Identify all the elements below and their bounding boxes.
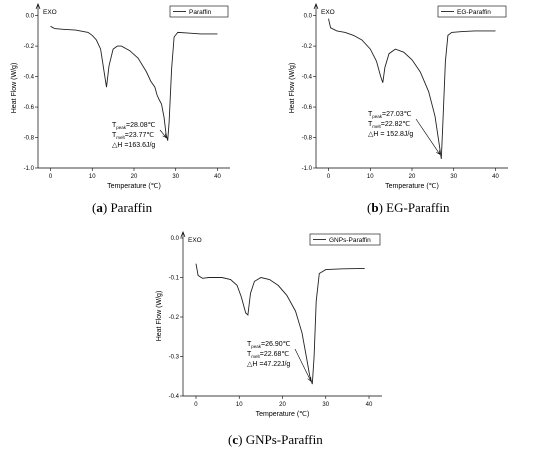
y-tick-label: -0.3 xyxy=(169,354,180,360)
x-tick-label: 0 xyxy=(327,174,331,180)
arrowhead-icon xyxy=(307,377,312,382)
enthalpy-label: △H = 152.8J/g xyxy=(368,131,413,138)
y-tick-label: -0.2 xyxy=(24,44,35,50)
x-tick-label: 40 xyxy=(214,174,221,180)
y-tick-label: -0.8 xyxy=(24,136,35,142)
exo-label: EXO xyxy=(188,237,202,244)
enthalpy-label: △H =163.6J/g xyxy=(112,142,155,149)
x-tick-label: 10 xyxy=(236,402,243,408)
x-tick-label: 20 xyxy=(279,402,286,408)
annotation-arrow xyxy=(415,118,441,155)
y-axis-label: Heat Flow (W/g) xyxy=(289,63,296,114)
legend-box xyxy=(309,233,381,246)
y-tick-label: -0.6 xyxy=(302,105,313,111)
caption-letter: a xyxy=(96,200,103,215)
legend-box xyxy=(169,5,229,18)
annotation-arrow xyxy=(159,129,167,138)
y-tick-label: -0.6 xyxy=(24,105,35,111)
y-tick-label: 0.0 xyxy=(304,14,313,20)
annotation-arrow xyxy=(294,348,312,382)
legend-entry: EG-Paraffin xyxy=(457,9,491,16)
legend-box xyxy=(437,5,507,18)
series-line xyxy=(50,25,218,141)
caption-c: (c) GNPs-Paraffin xyxy=(228,432,323,447)
melt-temperature-label: Tmelt=22.68℃ xyxy=(247,351,289,359)
y-tick-label: -1.0 xyxy=(24,166,35,172)
arrowhead-icon xyxy=(436,150,441,155)
exo-label: EXO xyxy=(321,9,335,16)
x-tick-label: 0 xyxy=(49,174,53,180)
x-tick-label: 40 xyxy=(366,402,373,408)
y-tick-label: -0.4 xyxy=(302,75,313,81)
y-tick-label: -0.4 xyxy=(24,75,35,81)
exo-arrow-icon xyxy=(180,231,186,238)
x-tick-label: 30 xyxy=(172,174,179,180)
y-axis-label: Heat Flow (W/g) xyxy=(156,291,163,342)
y-tick-label: -0.1 xyxy=(169,275,180,281)
y-tick-label: -0.2 xyxy=(302,44,313,50)
exo-label: EXO xyxy=(43,9,57,16)
caption-title: GNPs-Paraffin xyxy=(245,432,323,447)
x-tick-label: 10 xyxy=(367,174,374,180)
melt-temperature-label: Tmelt=22.82℃ xyxy=(368,121,410,129)
caption-title: EG-Paraffin xyxy=(386,200,450,215)
series-line xyxy=(328,18,496,159)
y-tick-label: -0.4 xyxy=(169,394,180,400)
series-line xyxy=(195,263,365,385)
exo-arrow-icon xyxy=(35,3,41,10)
x-tick-label: 0 xyxy=(194,402,198,408)
x-tick-label: 30 xyxy=(322,402,329,408)
arrowhead-icon xyxy=(162,133,167,139)
melt-temperature-label: Tmelt=23.77℃ xyxy=(112,132,154,140)
x-axis-label: Temperature (℃) xyxy=(385,183,439,190)
x-tick-label: 40 xyxy=(492,174,499,180)
peak-temperature-label: Tpeak=27.03℃ xyxy=(368,111,412,119)
peak-temperature-label: Tpeak=26.90℃ xyxy=(247,341,291,349)
exo-arrow-icon xyxy=(313,3,319,10)
y-tick-label: -0.2 xyxy=(169,315,180,321)
y-tick-label: -1.0 xyxy=(302,166,313,172)
legend-entry: Paraffin xyxy=(189,9,212,16)
chart-paraffin: EXO 0.0 -0.2 -0.4 -0.6 -0.8 -1.0 0 10 20 30 40 Tempe… xyxy=(11,3,230,190)
x-tick-label: 10 xyxy=(89,174,96,180)
x-tick-label: 20 xyxy=(409,174,416,180)
x-tick-label: 20 xyxy=(131,174,138,180)
caption-letter: c xyxy=(232,432,239,447)
chart-eg-paraffin: EXO 0.0 -0.2 -0.4 -0.6 -0.8 -1.0 0 10 20 30 40 Tempe… xyxy=(289,3,508,190)
legend-entry: GNPs-Paraffin xyxy=(329,237,371,244)
caption-letter: b xyxy=(371,200,379,215)
peak-temperature-label: Tpeak=28.08℃ xyxy=(112,122,156,130)
y-tick-label: 0.0 xyxy=(171,236,180,242)
caption-b: (b) EG-Paraffin xyxy=(367,200,450,215)
caption-title: Paraffin xyxy=(110,200,153,215)
x-axis-label: Temperature (℃) xyxy=(256,411,310,418)
y-tick-label: 0.0 xyxy=(26,14,35,20)
x-tick-label: 30 xyxy=(450,174,457,180)
enthalpy-label: △H =47.22J/g xyxy=(247,361,290,368)
caption-a: (a) Paraffin xyxy=(92,200,153,215)
x-axis-label: Temperature (℃) xyxy=(107,183,161,190)
chart-gnps-paraffin: EXO 0.0 -0.1 -0.2 -0.3 -0.4 0 10 20 30 40 Temperatu… xyxy=(156,231,382,418)
y-axis-label: Heat Flow (W/g) xyxy=(11,63,18,114)
y-tick-label: -0.8 xyxy=(302,136,313,142)
